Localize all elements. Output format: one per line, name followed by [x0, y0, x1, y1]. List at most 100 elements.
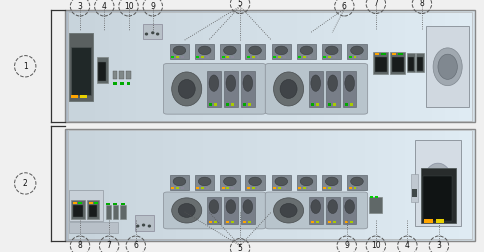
- Bar: [328, 187, 331, 189]
- Text: 8: 8: [77, 241, 82, 250]
- FancyBboxPatch shape: [203, 130, 216, 239]
- Bar: [315, 221, 318, 223]
- FancyBboxPatch shape: [308, 71, 322, 107]
- FancyBboxPatch shape: [71, 200, 85, 219]
- Ellipse shape: [173, 46, 185, 55]
- Ellipse shape: [226, 75, 235, 91]
- FancyBboxPatch shape: [270, 12, 284, 121]
- Text: 1: 1: [23, 62, 28, 71]
- FancyBboxPatch shape: [82, 130, 96, 239]
- FancyBboxPatch shape: [195, 175, 214, 190]
- FancyBboxPatch shape: [270, 130, 284, 239]
- FancyBboxPatch shape: [69, 222, 118, 233]
- FancyBboxPatch shape: [122, 130, 136, 239]
- FancyBboxPatch shape: [216, 12, 230, 121]
- Bar: [209, 103, 212, 106]
- Bar: [206, 187, 209, 189]
- Ellipse shape: [242, 200, 252, 214]
- FancyBboxPatch shape: [203, 12, 216, 121]
- FancyBboxPatch shape: [143, 24, 161, 39]
- Text: 9: 9: [150, 2, 155, 11]
- FancyBboxPatch shape: [458, 130, 472, 239]
- Bar: [80, 95, 87, 98]
- Ellipse shape: [178, 80, 195, 98]
- FancyBboxPatch shape: [134, 10, 148, 122]
- Ellipse shape: [198, 177, 211, 186]
- FancyBboxPatch shape: [461, 129, 475, 241]
- Bar: [282, 187, 285, 189]
- FancyBboxPatch shape: [163, 192, 265, 229]
- FancyBboxPatch shape: [92, 129, 106, 241]
- Text: 6: 6: [341, 2, 346, 11]
- FancyBboxPatch shape: [325, 71, 339, 107]
- FancyBboxPatch shape: [271, 44, 290, 59]
- Text: 3: 3: [77, 2, 82, 11]
- FancyBboxPatch shape: [242, 129, 257, 241]
- Bar: [221, 187, 224, 189]
- Ellipse shape: [209, 200, 218, 214]
- Bar: [298, 187, 301, 189]
- Ellipse shape: [280, 80, 296, 98]
- FancyBboxPatch shape: [297, 12, 311, 121]
- Bar: [201, 56, 204, 58]
- Bar: [315, 103, 318, 106]
- Bar: [231, 56, 234, 58]
- FancyBboxPatch shape: [98, 62, 106, 81]
- Bar: [209, 221, 212, 223]
- Text: 4: 4: [404, 241, 409, 250]
- FancyBboxPatch shape: [243, 130, 257, 239]
- Ellipse shape: [147, 225, 151, 228]
- Bar: [307, 56, 310, 58]
- FancyBboxPatch shape: [311, 129, 325, 241]
- Bar: [120, 82, 123, 85]
- FancyBboxPatch shape: [461, 10, 475, 122]
- FancyBboxPatch shape: [95, 12, 109, 121]
- FancyBboxPatch shape: [406, 129, 420, 241]
- FancyBboxPatch shape: [147, 10, 161, 122]
- Bar: [349, 103, 352, 106]
- FancyBboxPatch shape: [425, 26, 469, 107]
- FancyBboxPatch shape: [390, 52, 404, 74]
- Ellipse shape: [274, 46, 287, 55]
- FancyBboxPatch shape: [229, 129, 243, 241]
- FancyBboxPatch shape: [324, 10, 338, 122]
- Bar: [181, 56, 183, 58]
- FancyBboxPatch shape: [176, 12, 190, 121]
- FancyBboxPatch shape: [410, 174, 417, 202]
- Text: 5: 5: [237, 244, 242, 252]
- FancyBboxPatch shape: [202, 10, 216, 122]
- FancyBboxPatch shape: [271, 175, 290, 190]
- Bar: [302, 56, 305, 58]
- FancyBboxPatch shape: [447, 129, 461, 241]
- Bar: [78, 202, 82, 204]
- Bar: [246, 56, 249, 58]
- FancyBboxPatch shape: [119, 71, 124, 79]
- Ellipse shape: [273, 72, 303, 106]
- FancyBboxPatch shape: [374, 57, 386, 72]
- Ellipse shape: [248, 46, 261, 55]
- Bar: [380, 53, 385, 55]
- FancyBboxPatch shape: [189, 130, 203, 239]
- Ellipse shape: [310, 200, 320, 214]
- FancyBboxPatch shape: [174, 10, 188, 122]
- Bar: [358, 56, 361, 58]
- FancyBboxPatch shape: [308, 197, 322, 224]
- FancyBboxPatch shape: [342, 197, 356, 224]
- FancyBboxPatch shape: [176, 130, 190, 239]
- FancyBboxPatch shape: [207, 71, 220, 107]
- FancyBboxPatch shape: [73, 205, 83, 217]
- FancyBboxPatch shape: [324, 130, 337, 239]
- FancyBboxPatch shape: [195, 44, 214, 59]
- Bar: [310, 221, 314, 223]
- FancyBboxPatch shape: [82, 12, 96, 121]
- Bar: [349, 221, 352, 223]
- Bar: [374, 53, 378, 55]
- Bar: [369, 196, 373, 198]
- FancyBboxPatch shape: [296, 175, 316, 190]
- Bar: [353, 56, 356, 58]
- Text: 7: 7: [373, 0, 378, 8]
- Bar: [307, 187, 310, 189]
- Bar: [213, 221, 217, 223]
- Bar: [348, 56, 351, 58]
- FancyBboxPatch shape: [391, 130, 405, 239]
